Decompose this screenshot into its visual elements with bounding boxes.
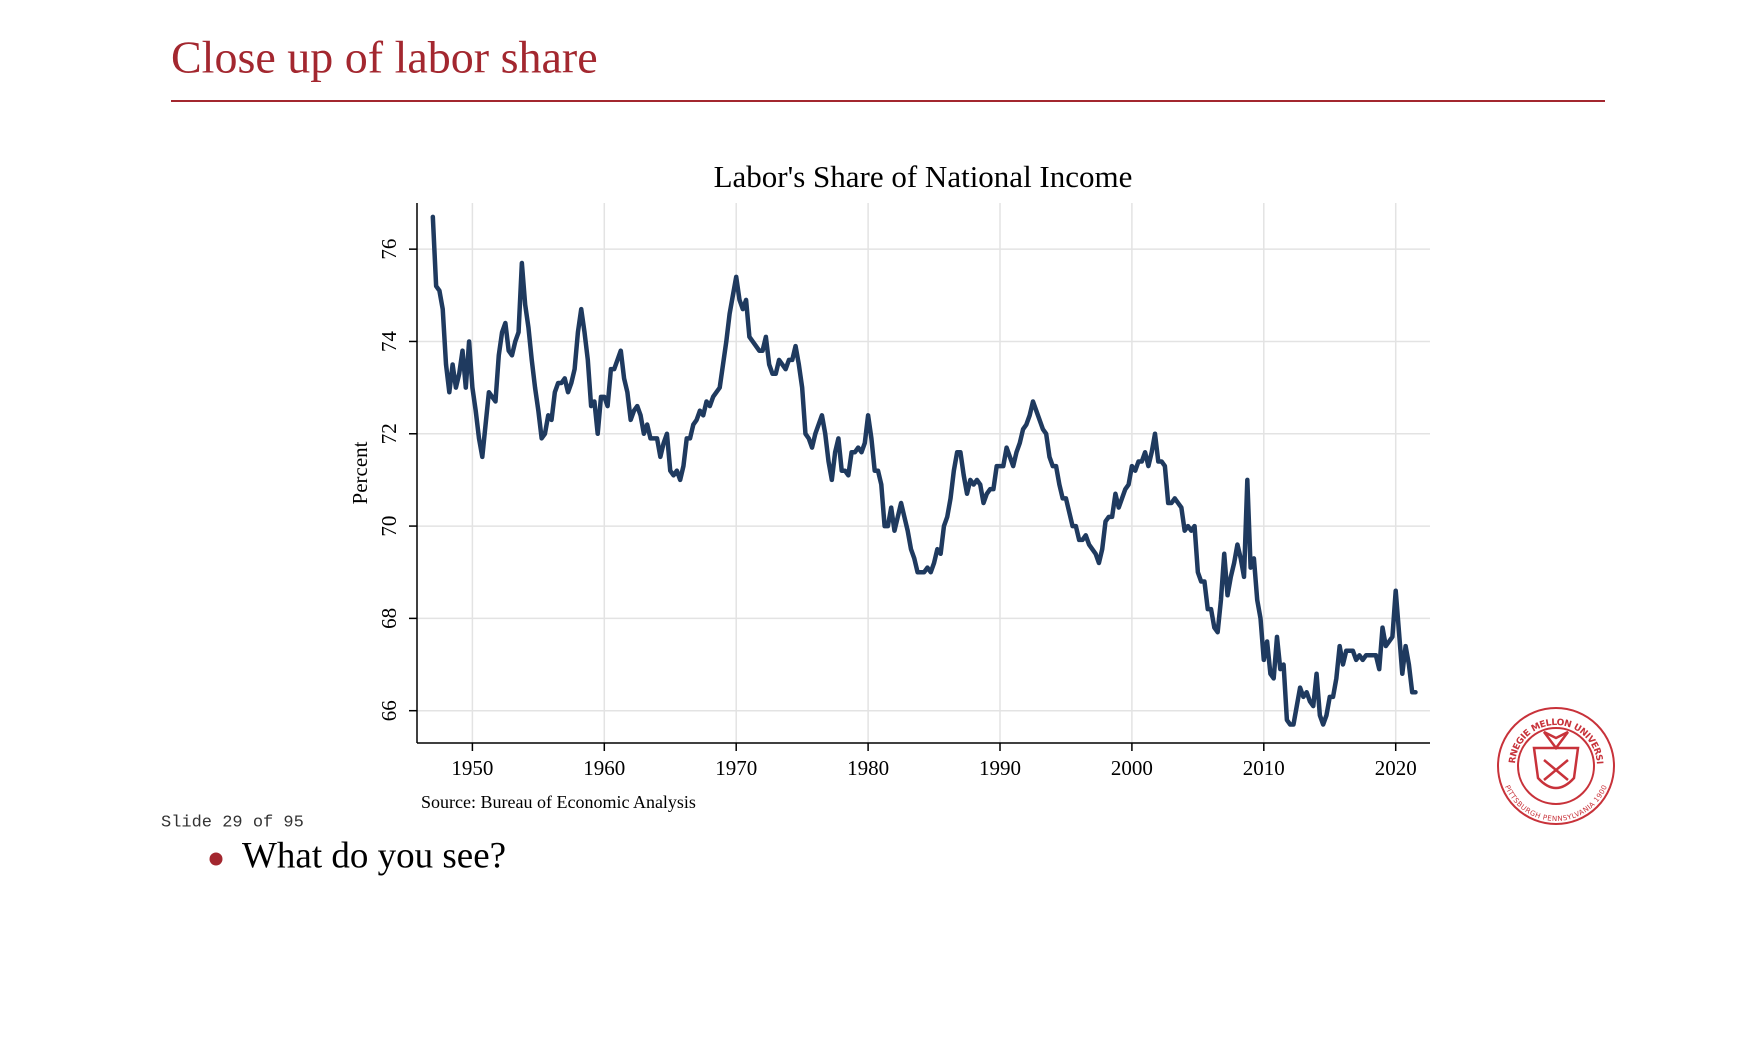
chart-title: Labor's Share of National Income xyxy=(714,159,1133,194)
y-tick-label: 72 xyxy=(377,423,401,444)
y-tick-label: 70 xyxy=(377,516,401,537)
x-tick-label: 1970 xyxy=(715,756,757,780)
x-tick-label: 2000 xyxy=(1111,756,1153,780)
logo-thistle xyxy=(1543,730,1569,781)
y-tick-label: 76 xyxy=(377,239,401,260)
x-tick-label: 2010 xyxy=(1243,756,1285,780)
chart-source: Source: Bureau of Economic Analysis xyxy=(421,792,696,812)
x-tick-label: 1960 xyxy=(583,756,625,780)
bullet-text: What do you see? xyxy=(242,835,506,876)
data-line xyxy=(430,214,1418,727)
logo: CARNEGIE MELLON UNIVERSITY PITTSBURGH PE… xyxy=(0,0,1615,825)
slide-counter: Slide 29 of 95 xyxy=(161,813,304,832)
x-tick-label: 1980 xyxy=(847,756,889,780)
slide-title: Close up of labor share xyxy=(171,32,598,83)
bullet-dot xyxy=(209,852,223,866)
y-tick-label: 66 xyxy=(377,700,401,721)
x-tick-label: 1950 xyxy=(451,756,493,780)
logo-ring xyxy=(1517,727,1595,805)
logo-shield xyxy=(1532,746,1580,790)
y-axis-label: Percent xyxy=(348,441,372,504)
x-tick-label: 2020 xyxy=(1375,756,1417,780)
x-tick-label: 1990 xyxy=(979,756,1021,780)
y-tick-label: 74 xyxy=(377,330,401,352)
logo-ring xyxy=(1497,707,1615,825)
y-tick-label: 68 xyxy=(377,608,401,629)
